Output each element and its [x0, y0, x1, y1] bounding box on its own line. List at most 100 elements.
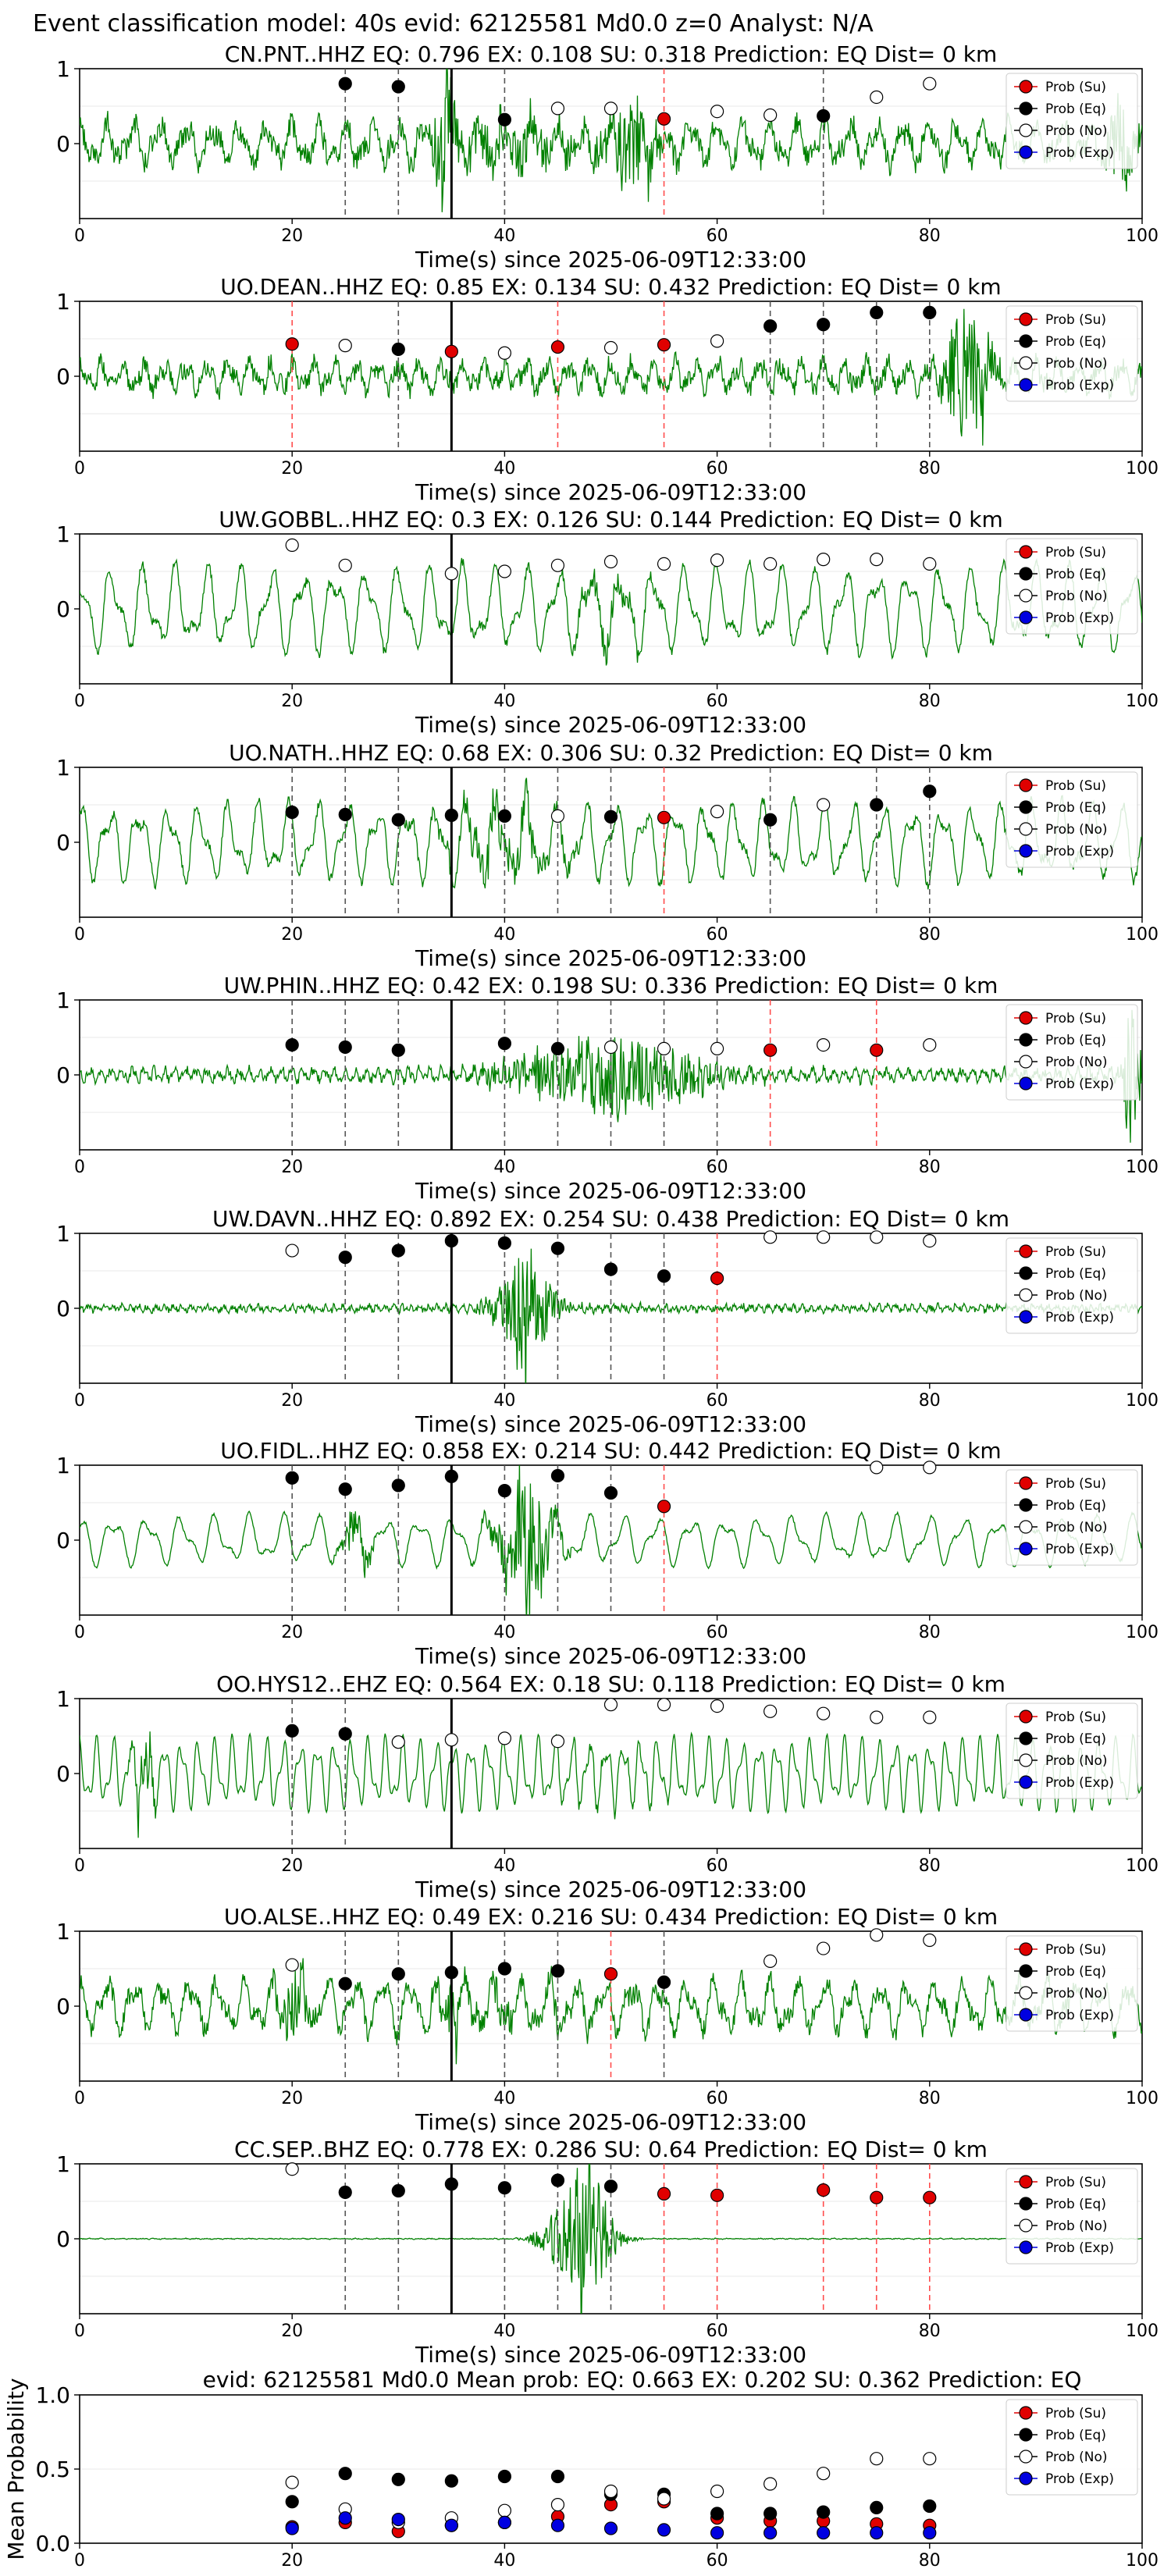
x-tick-label: 40 [493, 1391, 515, 1411]
legend-marker [1019, 778, 1033, 792]
legend-label: Prob (No) [1045, 2450, 1108, 2465]
legend-label: Prob (Exp) [1045, 2008, 1114, 2023]
x-tick-label: 60 [707, 1391, 728, 1411]
prob-point-eq [497, 1962, 512, 1976]
prob-point-eq [444, 2177, 458, 2191]
x-tick-label: 40 [493, 1623, 515, 1642]
x-tick-label: 80 [919, 2322, 941, 2341]
prob-point-eq [817, 109, 831, 123]
prob-point-no [710, 553, 724, 568]
x-tick-label: 0 [74, 226, 85, 246]
prob-point-no [603, 101, 618, 116]
legend-marker [1019, 1520, 1033, 1534]
prob-point-eq [603, 2179, 618, 2194]
mean-prob-point-eq [763, 2507, 778, 2521]
prob-point-su [657, 112, 671, 126]
legend-marker [1019, 2175, 1033, 2189]
waveform-panel-7: UO.FIDL..HHZ EQ: 0.858 EX: 0.214 SU: 0.4… [56, 1438, 1159, 1669]
x-tick-label: 100 [1126, 1158, 1159, 1177]
x-tick-label: 0 [74, 2551, 85, 2571]
y-tick-label: 0 [56, 1296, 70, 1322]
legend-label: Prob (No) [1045, 1753, 1108, 1769]
prob-point-no [710, 1041, 724, 1056]
y-tick-label: 1.0 [35, 2382, 70, 2408]
prob-point-no [550, 558, 565, 572]
prob-point-su [710, 1271, 724, 1286]
prob-point-eq [550, 1241, 565, 1255]
legend-label: Prob (Exp) [1045, 145, 1114, 161]
x-tick-label: 100 [1126, 1856, 1159, 1876]
legend-label: Prob (Eq) [1045, 1033, 1106, 1048]
prob-point-no [923, 1461, 937, 1475]
legend-box [1005, 1004, 1138, 1101]
legend-label: Prob (Su) [1045, 1710, 1106, 1725]
prob-point-eq [444, 1233, 458, 1248]
x-tick-label: 60 [707, 1623, 728, 1642]
legend-marker [1019, 822, 1033, 836]
axes-frame [79, 68, 1143, 219]
prob-point-eq [923, 305, 937, 319]
prob-point-eq [763, 813, 778, 827]
legend-marker [1019, 1498, 1033, 1512]
prob-point-eq [870, 798, 884, 812]
prob-point-su [817, 2183, 831, 2197]
y-tick-label: 1 [56, 755, 70, 781]
mean-prob-point-no [550, 2498, 565, 2512]
x-tick-label: 0 [74, 692, 85, 711]
prob-point-eq [444, 1966, 458, 1980]
legend-box [1005, 771, 1138, 868]
prob-point-su [657, 338, 671, 352]
prob-point-eq [338, 76, 352, 91]
legend-label: Prob (Su) [1045, 2406, 1106, 2421]
prob-point-no [870, 553, 884, 567]
prob-point-eq [763, 319, 778, 333]
panel-title: UW.GOBBL..HHZ EQ: 0.3 EX: 0.126 SU: 0.14… [219, 507, 1003, 532]
mean-prob-point-eq [497, 2469, 512, 2484]
legend-label: Prob (No) [1045, 1055, 1108, 1070]
prob-point-su [550, 340, 565, 354]
mean-prob-point-no [285, 2475, 299, 2489]
x-tick-label: 60 [707, 1856, 728, 1876]
waveform-trace [80, 1731, 1142, 1838]
y-axis-label: Mean Probability [3, 2378, 29, 2560]
prob-point-no [817, 798, 831, 812]
legend-box [1005, 538, 1138, 635]
prob-point-no [603, 554, 618, 569]
legend-label: Prob (Exp) [1045, 1542, 1114, 1557]
prob-point-no [710, 334, 724, 348]
x-tick-label: 0 [74, 1856, 85, 1876]
prob-point-eq [603, 1485, 618, 1500]
mean-prob-point-exp [710, 2526, 724, 2540]
x-tick-label: 0 [74, 1623, 85, 1642]
prob-point-su [763, 1043, 778, 1057]
x-tick-label: 60 [707, 2322, 728, 2341]
x-tick-label: 100 [1126, 1623, 1159, 1642]
x-tick-label: 80 [919, 1623, 941, 1642]
y-tick-label: 1 [56, 987, 70, 1013]
prob-point-eq [817, 318, 831, 332]
legend-marker [1019, 1266, 1033, 1280]
prob-point-eq [550, 1041, 565, 1056]
prob-point-eq [603, 809, 618, 824]
x-tick-label: 100 [1126, 459, 1159, 479]
legend: Prob (Su) Prob (Eq) Prob (No) Prob (Exp) [1005, 305, 1138, 402]
legend-label: Prob (No) [1045, 2218, 1108, 2234]
legend-marker [1019, 545, 1033, 559]
legend-label: Prob (Exp) [1045, 1310, 1114, 1325]
legend-label: Prob (Exp) [1045, 2471, 1114, 2487]
legend-label: Prob (Exp) [1045, 1076, 1114, 1092]
x-tick-label: 40 [493, 226, 515, 246]
legend-label: Prob (Su) [1045, 1942, 1106, 1958]
legend-label: Prob (Exp) [1045, 1775, 1114, 1791]
x-tick-label: 0 [74, 1391, 85, 1411]
prob-point-no [870, 1461, 884, 1475]
x-axis-label: Time(s) since 2025-06-09T12:33:00 [415, 2109, 806, 2135]
prob-point-no [657, 557, 671, 571]
x-tick-label: 60 [707, 1158, 728, 1177]
panel-title: UW.PHIN..HHZ EQ: 0.42 EX: 0.198 SU: 0.33… [224, 973, 998, 998]
x-tick-label: 20 [281, 925, 303, 945]
legend-label: Prob (Su) [1045, 2175, 1106, 2190]
mean-prob-point-no [603, 2484, 618, 2499]
legend-box [1005, 73, 1138, 169]
waveform-trace [80, 69, 1142, 212]
